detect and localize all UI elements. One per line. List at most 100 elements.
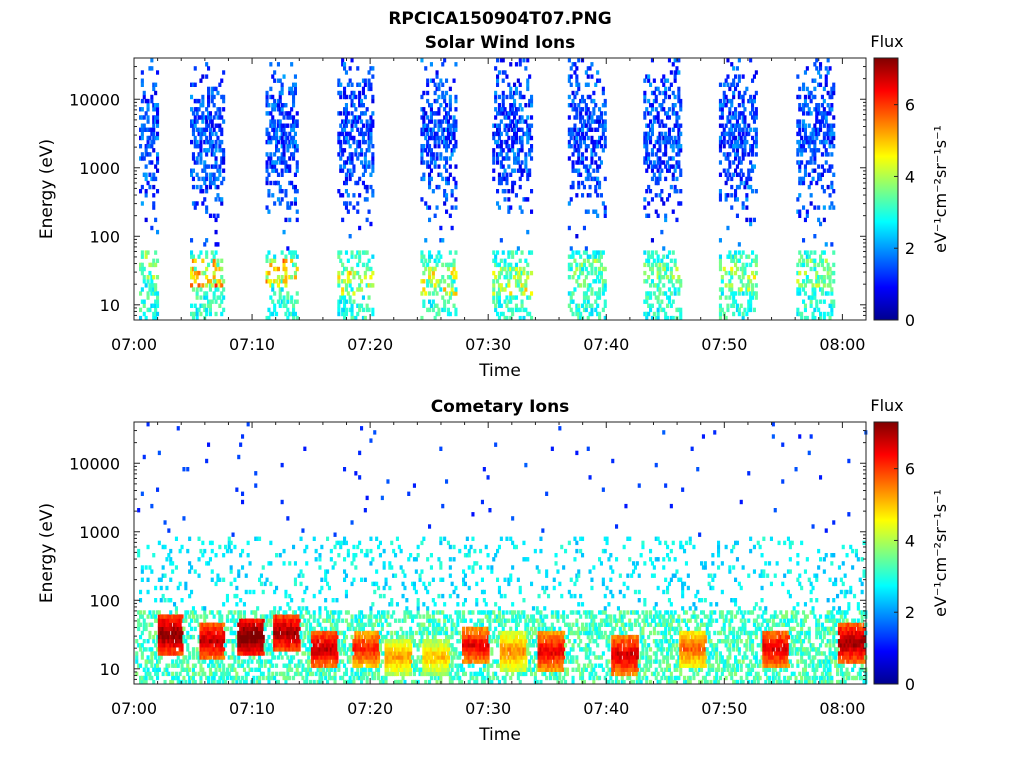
heatmap-cell [320,577,324,582]
heatmap-cell [735,213,739,218]
heatmap-cell [514,295,518,300]
heatmap-cell [288,139,292,145]
heatmap-cell [167,663,171,668]
heatmap-cell [337,553,341,558]
heatmap-cell [796,279,800,284]
heatmap-cell [569,127,573,132]
heatmap-cell [180,639,184,644]
heatmap-cell [724,172,728,177]
heatmap-cell [596,119,600,124]
heatmap-cell [437,94,441,100]
heatmap-cell [741,172,745,177]
heatmap-cell [730,205,734,210]
heatmap-cell [448,139,452,145]
heatmap-cell [737,74,741,79]
heatmap-cell [579,111,583,116]
heatmap-cell [322,671,326,677]
heatmap-cell [139,115,143,120]
heatmap-cell [494,107,498,112]
heatmap-cell [235,643,239,648]
heatmap-cell [156,634,160,640]
heatmap-cell [210,258,214,263]
heatmap-cell [292,303,296,308]
heatmap-cell [265,152,269,157]
heatmap-cell [231,651,235,656]
heatmap-cell [352,164,356,169]
heatmap-cell [216,123,220,128]
heatmap-cell [735,123,739,128]
heatmap-cell [732,172,736,177]
heatmap-cell [579,135,583,141]
heatmap-cell [352,205,356,210]
heatmap-cell [520,287,524,292]
heatmap-cell [242,643,246,648]
heatmap-cell [581,180,585,186]
heatmap-cell [343,135,347,141]
heatmap-cell [275,160,279,165]
heatmap-cell [288,634,292,640]
heatmap-cell [193,205,197,210]
heatmap-cell [741,311,745,317]
heatmap-cell [193,626,197,632]
heatmap-cell [169,598,173,603]
heatmap-cell [341,647,345,652]
heatmap-cell [422,123,426,128]
heatmap-cell [212,254,216,259]
heatmap-cell [309,651,313,656]
heatmap-cell [178,614,182,619]
heatmap-cell [516,168,520,173]
heatmap-cell [154,164,158,169]
heatmap-cell [350,311,354,317]
heatmap-cell [741,119,745,124]
heatmap-cell [505,172,509,177]
heatmap-cell [176,663,180,668]
heatmap-cell [809,193,813,198]
heatmap-cell [667,295,671,300]
heatmap-cell [513,82,517,87]
heatmap-cell [292,152,296,157]
heatmap-cell [284,647,288,652]
heatmap-cell [241,618,245,623]
heatmap-cell [208,115,212,120]
heatmap-cell [822,315,826,321]
heatmap-cell [203,164,207,169]
heatmap-cell [809,303,813,308]
heatmap-cell [248,630,252,636]
heatmap-cell [369,135,373,141]
heatmap-cell [343,299,347,304]
heatmap-cell [437,311,441,317]
heatmap-cell [662,152,666,157]
heatmap-cell [267,193,271,198]
heatmap-cell [222,148,226,153]
heatmap-cell [314,557,318,562]
heatmap-cell [492,135,496,141]
heatmap-cell [343,94,347,100]
heatmap-cell [269,561,273,566]
heatmap-cell [144,254,148,259]
heatmap-cell [152,139,156,145]
heatmap-cell [265,164,269,169]
heatmap-cell [752,139,756,145]
heatmap-cell [575,303,579,308]
heatmap-cell [322,643,326,648]
heatmap-cell [295,663,299,668]
heatmap-cell [142,303,146,308]
heatmap-cell [656,266,660,272]
heatmap-cell [280,299,284,304]
heatmap-cell [148,622,152,627]
heatmap-cell [511,103,515,108]
heatmap-cell [333,630,337,636]
heatmap-cell [796,148,800,153]
heatmap-cell [293,139,297,145]
heatmap-cell [216,287,220,292]
heatmap-cell [452,266,456,272]
heatmap-cell [594,144,598,149]
heatmap-cell [324,659,328,664]
heatmap-cell [577,144,581,149]
heatmap-cell [331,643,335,648]
heatmap-cell [673,123,677,128]
heatmap-cell [241,663,245,668]
heatmap-cell [669,70,673,75]
heatmap-cell [335,643,339,648]
heatmap-cell [735,197,739,202]
